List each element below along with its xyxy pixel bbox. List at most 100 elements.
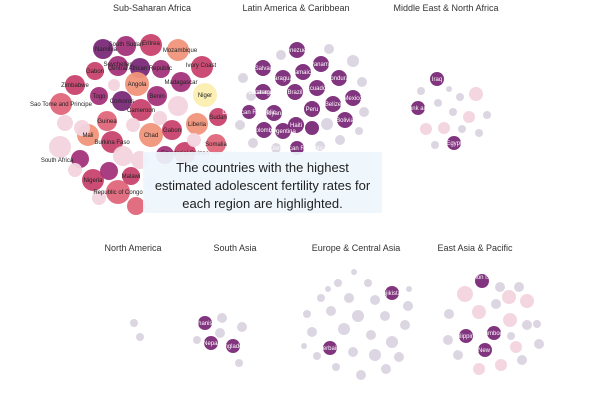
country-bubble[interactable] xyxy=(453,350,463,360)
country-bubble[interactable] xyxy=(255,60,271,76)
country-bubble[interactable] xyxy=(317,294,325,302)
country-bubble[interactable] xyxy=(344,293,354,303)
country-bubble[interactable] xyxy=(238,73,248,83)
country-bubble[interactable] xyxy=(347,55,359,67)
country-bubble[interactable] xyxy=(475,129,483,137)
country-bubble[interactable] xyxy=(50,93,72,115)
country-bubble[interactable] xyxy=(507,332,515,340)
country-bubble[interactable] xyxy=(502,290,516,304)
country-bubble[interactable] xyxy=(522,320,532,330)
country-bubble[interactable] xyxy=(101,131,123,153)
country-bubble[interactable] xyxy=(478,343,492,357)
country-bubble[interactable] xyxy=(290,141,304,155)
country-bubble[interactable] xyxy=(206,134,226,154)
country-bubble[interactable] xyxy=(187,133,201,147)
country-bubble[interactable] xyxy=(112,91,132,111)
country-bubble[interactable] xyxy=(411,101,425,115)
country-bubble[interactable] xyxy=(495,359,507,371)
country-bubble[interactable] xyxy=(313,352,321,360)
country-bubble[interactable] xyxy=(359,107,369,117)
country-bubble[interactable] xyxy=(443,335,453,345)
country-bubble[interactable] xyxy=(366,330,376,340)
country-bubble[interactable] xyxy=(444,309,454,319)
country-bubble[interactable] xyxy=(193,336,201,344)
country-bubble[interactable] xyxy=(420,123,432,135)
country-bubble[interactable] xyxy=(321,118,333,130)
country-bubble[interactable] xyxy=(370,295,380,305)
country-bubble[interactable] xyxy=(475,274,489,288)
country-bubble[interactable] xyxy=(335,135,345,145)
country-bubble[interactable] xyxy=(456,93,464,101)
country-bubble[interactable] xyxy=(369,349,381,361)
country-bubble[interactable] xyxy=(275,123,291,139)
country-bubble[interactable] xyxy=(491,299,501,309)
country-bubble[interactable] xyxy=(304,101,320,117)
country-bubble[interactable] xyxy=(351,269,357,275)
country-bubble[interactable] xyxy=(126,118,140,132)
country-bubble[interactable] xyxy=(394,352,404,362)
country-bubble[interactable] xyxy=(65,75,85,95)
country-bubble[interactable] xyxy=(92,191,106,205)
country-bubble[interactable] xyxy=(108,79,120,91)
country-bubble[interactable] xyxy=(295,64,311,80)
country-bubble[interactable] xyxy=(514,282,524,292)
country-bubble[interactable] xyxy=(517,355,527,365)
country-bubble[interactable] xyxy=(215,328,225,338)
country-bubble[interactable] xyxy=(472,305,486,319)
country-bubble[interactable] xyxy=(438,122,450,134)
country-bubble[interactable] xyxy=(108,56,128,76)
country-bubble[interactable] xyxy=(86,62,104,80)
country-bubble[interactable] xyxy=(326,306,336,316)
country-bubble[interactable] xyxy=(463,111,475,123)
country-bubble[interactable] xyxy=(113,146,133,166)
country-bubble[interactable] xyxy=(331,70,347,86)
country-bubble[interactable] xyxy=(446,86,452,92)
country-bubble[interactable] xyxy=(332,363,340,371)
country-bubble[interactable] xyxy=(459,329,473,343)
country-bubble[interactable] xyxy=(255,84,271,100)
country-bubble[interactable] xyxy=(93,39,113,59)
country-bubble[interactable] xyxy=(348,347,358,357)
country-bubble[interactable] xyxy=(168,96,188,116)
country-bubble[interactable] xyxy=(447,136,461,150)
country-bubble[interactable] xyxy=(430,72,444,86)
country-bubble[interactable] xyxy=(209,108,227,126)
country-bubble[interactable] xyxy=(338,323,350,335)
country-bubble[interactable] xyxy=(193,83,217,107)
country-bubble[interactable] xyxy=(68,163,82,177)
country-bubble[interactable] xyxy=(171,72,191,92)
country-bubble[interactable] xyxy=(226,339,240,353)
country-bubble[interactable] xyxy=(307,327,317,337)
country-bubble[interactable] xyxy=(503,313,517,327)
country-bubble[interactable] xyxy=(275,70,291,86)
country-bubble[interactable] xyxy=(153,111,167,125)
country-bubble[interactable] xyxy=(90,87,108,105)
country-bubble[interactable] xyxy=(288,117,304,133)
country-bubble[interactable] xyxy=(473,363,485,375)
country-bubble[interactable] xyxy=(191,56,213,78)
country-bubble[interactable] xyxy=(337,112,353,128)
country-bubble[interactable] xyxy=(140,34,162,56)
country-bubble[interactable] xyxy=(380,311,390,321)
country-bubble[interactable] xyxy=(106,180,130,204)
country-bubble[interactable] xyxy=(198,316,212,330)
country-bubble[interactable] xyxy=(469,87,483,101)
country-bubble[interactable] xyxy=(301,343,307,349)
country-bubble[interactable] xyxy=(334,279,342,287)
country-bubble[interactable] xyxy=(97,111,117,131)
country-bubble[interactable] xyxy=(417,87,425,95)
country-bubble[interactable] xyxy=(266,105,282,121)
country-bubble[interactable] xyxy=(271,143,281,153)
country-bubble[interactable] xyxy=(449,108,457,116)
country-bubble[interactable] xyxy=(323,341,337,355)
country-bubble[interactable] xyxy=(385,286,399,300)
country-bubble[interactable] xyxy=(510,341,522,353)
country-bubble[interactable] xyxy=(235,359,243,367)
country-bubble[interactable] xyxy=(242,105,256,119)
country-bubble[interactable] xyxy=(235,120,245,130)
country-bubble[interactable] xyxy=(458,125,466,133)
country-bubble[interactable] xyxy=(130,99,152,121)
country-bubble[interactable] xyxy=(406,286,412,292)
country-bubble[interactable] xyxy=(345,90,361,106)
country-bubble[interactable] xyxy=(495,282,505,292)
